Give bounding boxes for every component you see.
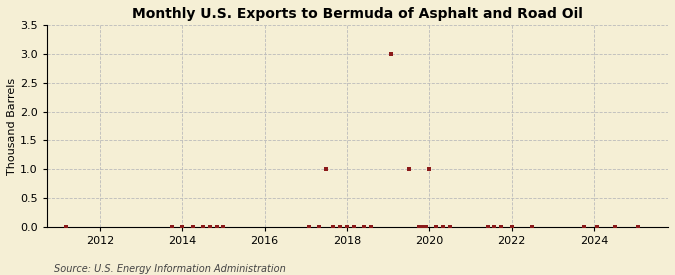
Point (424, 167, 435, 172)
Point (506, 225, 517, 229)
Point (177, 225, 188, 229)
Point (414, 225, 425, 229)
Point (431, 225, 441, 229)
Title: Monthly U.S. Exports to Bermuda of Asphalt and Road Oil: Monthly U.S. Exports to Bermuda of Aspha… (132, 7, 583, 21)
Point (198, 225, 209, 229)
Point (489, 225, 500, 229)
Y-axis label: Thousand Barrels: Thousand Barrels (7, 77, 17, 175)
Point (304, 225, 315, 229)
Point (218, 225, 229, 229)
Point (404, 167, 414, 172)
Point (526, 225, 537, 229)
Point (335, 225, 346, 229)
Point (365, 225, 376, 229)
Text: Source: U.S. Energy Information Administration: Source: U.S. Energy Information Administ… (54, 264, 286, 274)
Point (342, 225, 352, 229)
Point (483, 225, 493, 229)
Point (592, 225, 603, 229)
Point (633, 225, 644, 229)
Point (321, 167, 332, 172)
Point (386, 52, 397, 56)
Point (205, 225, 215, 229)
Point (421, 225, 431, 229)
Point (61, 225, 72, 229)
Point (328, 225, 339, 229)
Point (437, 225, 448, 229)
Point (609, 225, 620, 229)
Point (417, 225, 428, 229)
Point (348, 225, 359, 229)
Point (314, 225, 325, 229)
Point (578, 225, 589, 229)
Point (167, 225, 178, 229)
Point (445, 225, 456, 229)
Point (359, 225, 370, 229)
Point (496, 225, 507, 229)
Point (211, 225, 222, 229)
Point (187, 225, 198, 229)
